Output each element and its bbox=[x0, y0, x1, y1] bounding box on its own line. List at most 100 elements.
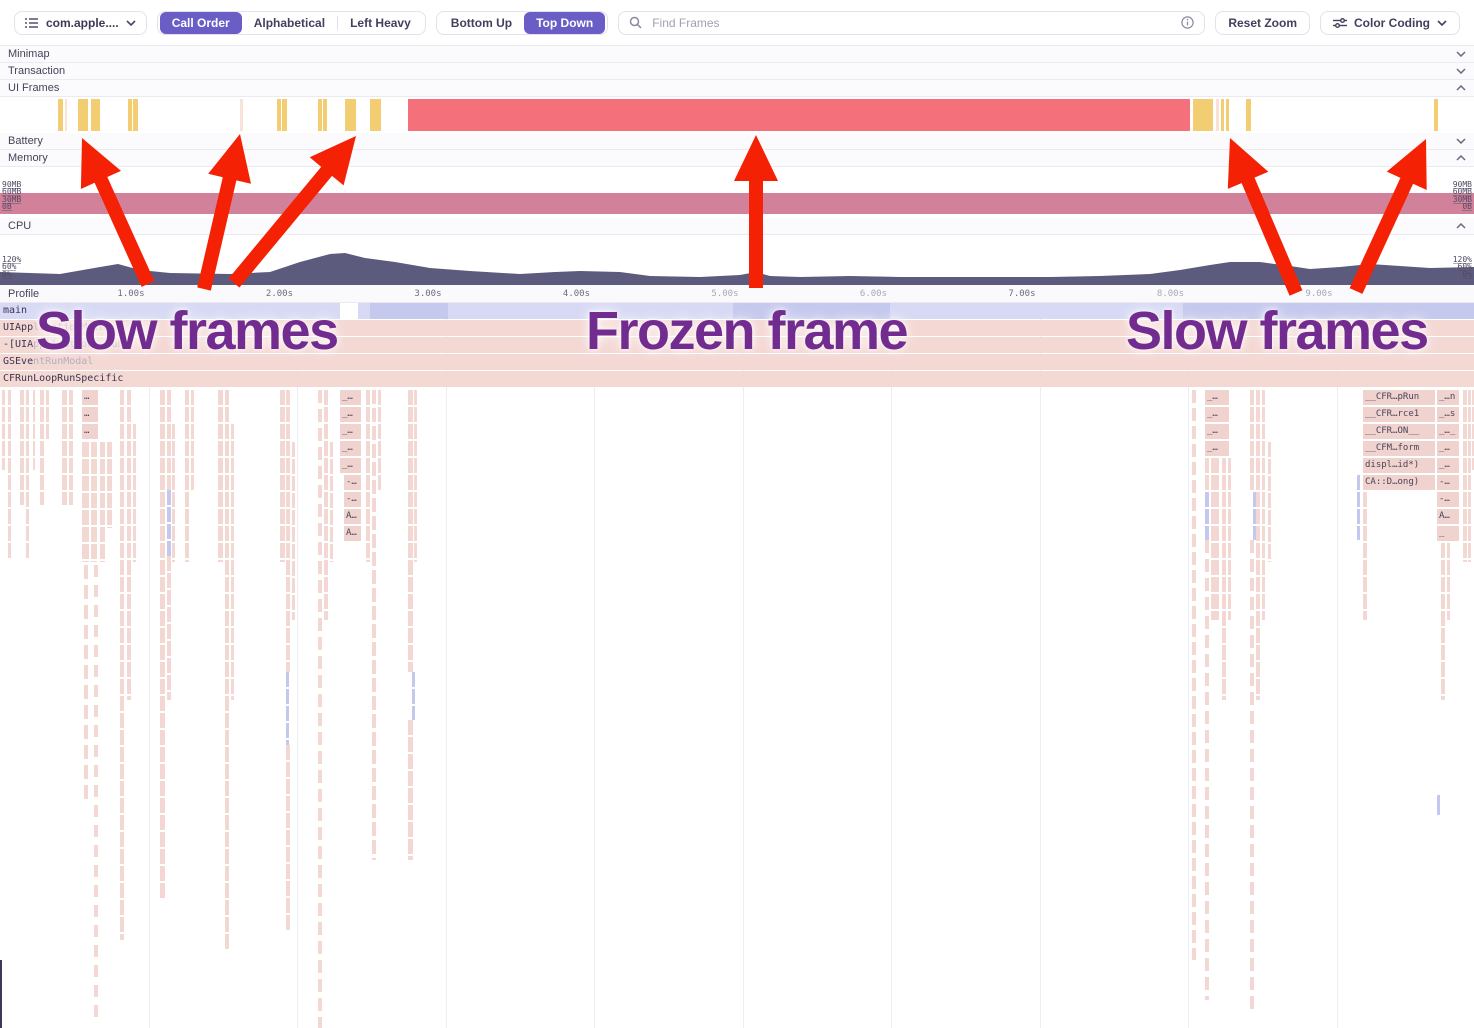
flame-bar[interactable] bbox=[408, 839, 413, 854]
flame-bar[interactable] bbox=[120, 679, 124, 694]
flame-bar[interactable] bbox=[62, 407, 67, 422]
flame-bar[interactable] bbox=[127, 424, 131, 439]
flame-bar-labeled[interactable]: … bbox=[82, 390, 98, 405]
flame-bar[interactable] bbox=[225, 458, 229, 473]
flame-bar[interactable] bbox=[1262, 407, 1265, 422]
flame-bar[interactable] bbox=[94, 845, 98, 857]
flame-bar[interactable] bbox=[414, 424, 417, 439]
flame-bar[interactable] bbox=[1437, 795, 1440, 815]
section-cpu[interactable]: CPU bbox=[0, 218, 1474, 235]
flame-bar[interactable] bbox=[120, 424, 124, 439]
flame-bar[interactable] bbox=[286, 424, 290, 439]
flame-bar[interactable] bbox=[191, 458, 194, 473]
flame-bar[interactable] bbox=[120, 866, 124, 881]
flame-bar[interactable] bbox=[133, 475, 136, 490]
flame-bar[interactable] bbox=[225, 798, 229, 813]
flame-bar[interactable] bbox=[20, 492, 24, 505]
flame-bar[interactable] bbox=[84, 665, 88, 679]
flame-bar[interactable] bbox=[1256, 560, 1260, 575]
flame-bar[interactable] bbox=[225, 832, 229, 847]
flame-bar[interactable] bbox=[82, 442, 89, 457]
flame-bar[interactable] bbox=[412, 706, 415, 720]
flame-bar[interactable] bbox=[91, 527, 97, 542]
flame-bar[interactable] bbox=[225, 713, 229, 728]
flame-bar[interactable] bbox=[1363, 560, 1367, 575]
flame-bar[interactable] bbox=[286, 779, 290, 794]
flame-bar[interactable] bbox=[1463, 458, 1467, 473]
flame-bar[interactable] bbox=[84, 605, 88, 619]
flame-bar[interactable] bbox=[292, 612, 295, 620]
flame-bar[interactable] bbox=[120, 390, 124, 405]
flame-bar[interactable] bbox=[1192, 786, 1196, 799]
flame-bar[interactable] bbox=[62, 475, 67, 490]
flame-bar[interactable] bbox=[286, 706, 289, 721]
flame-row-cfrunlooprunspecific[interactable]: CFRunLoopRunSpecific bbox=[0, 371, 1474, 387]
flame-chart[interactable]: main UIApplicationMain -[UIApplication _ru… bbox=[0, 303, 1474, 1028]
flame-bar[interactable] bbox=[1268, 561, 1271, 562]
flame-bar[interactable] bbox=[1250, 939, 1254, 952]
flame-bar[interactable] bbox=[292, 510, 295, 525]
flame-bar[interactable] bbox=[1211, 543, 1219, 558]
flame-bar[interactable] bbox=[408, 737, 413, 752]
flame-bar[interactable] bbox=[1357, 492, 1360, 507]
flame-bar[interactable] bbox=[225, 543, 229, 558]
flame-bar[interactable] bbox=[225, 390, 229, 405]
flame-bar[interactable] bbox=[160, 526, 165, 541]
flame-bar[interactable] bbox=[1205, 882, 1209, 895]
flame-bar[interactable] bbox=[127, 696, 131, 700]
flame-bar[interactable] bbox=[408, 475, 413, 490]
flame-bar[interactable] bbox=[167, 556, 171, 571]
flame-bar[interactable] bbox=[120, 526, 124, 541]
flame-bar[interactable] bbox=[1192, 714, 1196, 727]
flame-bar[interactable] bbox=[1222, 543, 1226, 558]
flame-bar[interactable] bbox=[20, 441, 24, 456]
flame-bar[interactable] bbox=[292, 561, 295, 576]
flame-bar[interactable] bbox=[1441, 594, 1445, 609]
flame-bar[interactable] bbox=[372, 570, 376, 584]
flame-bar[interactable] bbox=[414, 458, 417, 473]
flame-bar[interactable] bbox=[318, 523, 322, 536]
flame-bar[interactable] bbox=[286, 689, 289, 704]
flame-bar[interactable] bbox=[191, 407, 194, 422]
flame-bar[interactable] bbox=[1228, 458, 1231, 473]
flame-bar[interactable] bbox=[167, 458, 171, 473]
flame-bar[interactable] bbox=[69, 492, 73, 505]
flame-bar[interactable] bbox=[231, 475, 234, 490]
flame-bar[interactable] bbox=[225, 815, 229, 830]
flame-bar[interactable] bbox=[378, 441, 381, 456]
flame-bar[interactable] bbox=[1205, 597, 1209, 610]
flame-bar[interactable] bbox=[1205, 559, 1209, 572]
flame-bar[interactable] bbox=[1250, 806, 1254, 819]
flame-bar[interactable] bbox=[225, 696, 229, 711]
flame-bar[interactable] bbox=[286, 441, 290, 456]
flame-bar[interactable] bbox=[1205, 939, 1209, 952]
flame-bar[interactable] bbox=[318, 808, 322, 821]
flame-bar[interactable] bbox=[120, 900, 124, 915]
flame-bar[interactable] bbox=[1192, 444, 1196, 457]
flame-bar-labeled[interactable]: _… bbox=[1205, 424, 1229, 439]
flame-bar[interactable] bbox=[324, 424, 328, 439]
flame-bar[interactable] bbox=[286, 830, 290, 845]
flame-bar[interactable] bbox=[8, 526, 11, 541]
flame-bar[interactable] bbox=[8, 424, 11, 439]
flame-bar[interactable] bbox=[372, 498, 376, 512]
flame-bar[interactable] bbox=[1268, 510, 1271, 525]
flame-bar[interactable] bbox=[1205, 768, 1209, 781]
flame-bar-labeled[interactable]: _… bbox=[340, 424, 361, 439]
flame-bar[interactable] bbox=[218, 492, 223, 507]
flame-bar[interactable] bbox=[94, 725, 98, 737]
flame-bar[interactable] bbox=[1250, 407, 1254, 422]
flame-bar[interactable] bbox=[225, 611, 229, 626]
pale-frame-bar[interactable] bbox=[240, 99, 243, 131]
chevron-down-icon[interactable] bbox=[1456, 51, 1466, 57]
flame-bar[interactable] bbox=[94, 885, 98, 897]
flame-bar[interactable] bbox=[280, 407, 285, 422]
flame-bar[interactable] bbox=[408, 645, 413, 660]
flame-bar[interactable] bbox=[1363, 611, 1367, 620]
flame-bar[interactable] bbox=[414, 441, 417, 456]
flame-bar[interactable] bbox=[1472, 441, 1474, 456]
flame-bar[interactable] bbox=[84, 765, 88, 779]
flame-bar[interactable] bbox=[120, 492, 124, 507]
flame-bar[interactable] bbox=[172, 560, 175, 562]
slow-frame-bar[interactable] bbox=[277, 99, 281, 131]
